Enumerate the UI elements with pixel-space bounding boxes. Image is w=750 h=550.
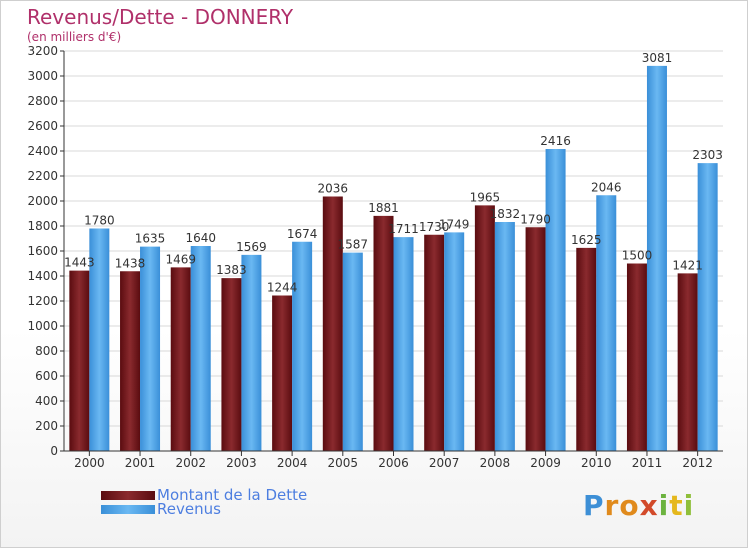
- y-tick-label: 3200: [27, 44, 58, 58]
- bar-dette-2008: [474, 205, 495, 451]
- legend-item-dette: Montant de la Dette: [101, 486, 308, 504]
- data-label-dette-2007: 1730: [419, 220, 450, 234]
- data-labels: 1443 1780 1438 1635 1469 1640 1383 1569 1244 1674…: [64, 51, 723, 295]
- x-tick-label: 2002: [175, 456, 206, 470]
- data-label-dette-2010: 1625: [571, 233, 602, 247]
- legend-label-revenus: Revenus: [157, 500, 221, 518]
- bar-revenus-2011: [646, 65, 667, 451]
- y-tick-label: 1000: [27, 319, 58, 333]
- data-label-revenus-2005: 1587: [338, 238, 369, 252]
- bar-dette-2005: [322, 196, 343, 451]
- x-tick-label: 2000: [74, 456, 105, 470]
- bar-dette-2012: [677, 273, 698, 451]
- x-tick-label: 2010: [581, 456, 612, 470]
- bar-dette-2004: [272, 295, 293, 451]
- bar-revenus-2007: [444, 232, 465, 451]
- bar-revenus-2012: [697, 163, 718, 451]
- bar-dette-2010: [576, 247, 597, 451]
- bar-revenus-2002: [190, 246, 211, 451]
- bar-revenus-2004: [292, 241, 313, 451]
- data-label-dette-2004: 1244: [267, 281, 298, 295]
- data-label-dette-2011: 1500: [622, 249, 653, 263]
- y-tick-label: 200: [35, 419, 58, 433]
- y-tick-label: 2400: [27, 144, 58, 158]
- x-tick-label: 2007: [429, 456, 460, 470]
- legend-item-revenus: Revenus: [101, 500, 221, 518]
- y-tick-label: 800: [35, 344, 58, 358]
- data-label-revenus-2007: 1749: [439, 217, 470, 231]
- bar-dette-2009: [525, 227, 546, 451]
- x-tick-label: 2003: [226, 456, 257, 470]
- data-label-dette-2009: 1790: [520, 212, 551, 226]
- data-label-dette-2006: 1881: [368, 201, 399, 215]
- data-label-revenus-2012: 2303: [692, 148, 723, 162]
- axes: [63, 51, 723, 452]
- y-tick-label: 2800: [27, 94, 58, 108]
- x-tick-label: 2008: [480, 456, 511, 470]
- bar-dette-2002: [170, 267, 191, 451]
- data-label-revenus-2006: 1711: [388, 222, 419, 236]
- bar-dette-2003: [221, 278, 242, 451]
- data-label-revenus-2002: 1640: [185, 231, 216, 245]
- x-tick-label: 2011: [632, 456, 663, 470]
- data-label-revenus-2003: 1569: [236, 240, 267, 254]
- bar-revenus-2009: [545, 149, 566, 451]
- y-tick-label: 3000: [27, 69, 58, 83]
- bar-dette-2000: [69, 270, 90, 451]
- y-tick-label: 1400: [27, 269, 58, 283]
- bar-dette-2011: [626, 263, 647, 451]
- x-tick-label: 2009: [530, 456, 561, 470]
- chart-title: Revenus/Dette - DONNERY: [27, 5, 294, 29]
- bar-revenus-2000: [89, 228, 110, 451]
- y-tick-label: 1600: [27, 244, 58, 258]
- y-tick-label: 1200: [27, 294, 58, 308]
- data-label-revenus-2004: 1674: [287, 227, 318, 241]
- y-axis-ticks: 0 200 400 600 800 1000 1200 1400 1600 1800 2000 220…: [27, 44, 64, 458]
- y-tick-label: 1800: [27, 219, 58, 233]
- x-tick-label: 2001: [125, 456, 156, 470]
- legend-label-dette: Montant de la Dette: [157, 486, 308, 504]
- data-label-dette-2012: 1421: [672, 258, 703, 272]
- data-label-revenus-2011: 3081: [642, 51, 673, 65]
- data-label-revenus-2008: 1832: [490, 207, 521, 221]
- bar-dette-2006: [373, 215, 394, 451]
- y-tick-label: 600: [35, 369, 58, 383]
- x-tick-label: 2004: [277, 456, 308, 470]
- data-label-dette-2005: 2036: [318, 182, 349, 196]
- bar-revenus-2008: [494, 222, 515, 451]
- proxiti-logo: Proxiti: [583, 489, 695, 522]
- legend-swatch-dette: [101, 490, 155, 500]
- bar-dette-2007: [424, 234, 445, 451]
- bar-dette-2001: [120, 271, 141, 451]
- x-axis-ticks: 2000 2001 2002 2003 2004 2005 2006 2007 2008 2009…: [74, 451, 713, 470]
- data-label-dette-2008: 1965: [470, 190, 501, 204]
- bars: [69, 65, 718, 451]
- data-label-dette-2001: 1438: [115, 256, 146, 270]
- bar-revenus-2006: [393, 237, 414, 451]
- data-label-revenus-2009: 2416: [540, 134, 571, 148]
- y-tick-label: 400: [35, 394, 58, 408]
- bar-revenus-2005: [342, 252, 363, 451]
- y-tick-label: 2000: [27, 194, 58, 208]
- bar-revenus-2003: [241, 254, 262, 451]
- y-tick-label: 0: [50, 444, 58, 458]
- x-tick-label: 2005: [328, 456, 359, 470]
- bar-revenus-2010: [596, 195, 617, 451]
- data-label-revenus-2000: 1780: [84, 214, 115, 228]
- bar-revenus-2001: [140, 246, 161, 451]
- data-label-dette-2000: 1443: [64, 256, 95, 270]
- x-tick-label: 2012: [682, 456, 713, 470]
- y-tick-label: 2200: [27, 169, 58, 183]
- data-label-revenus-2010: 2046: [591, 180, 622, 194]
- data-label-dette-2003: 1383: [216, 263, 247, 277]
- chart-subtitle: (en milliers d'€): [27, 30, 122, 44]
- data-label-dette-2002: 1469: [165, 252, 196, 266]
- y-tick-label: 2600: [27, 119, 58, 133]
- x-tick-label: 2006: [378, 456, 409, 470]
- legend-swatch-revenus: [101, 504, 155, 514]
- data-label-revenus-2001: 1635: [135, 232, 166, 246]
